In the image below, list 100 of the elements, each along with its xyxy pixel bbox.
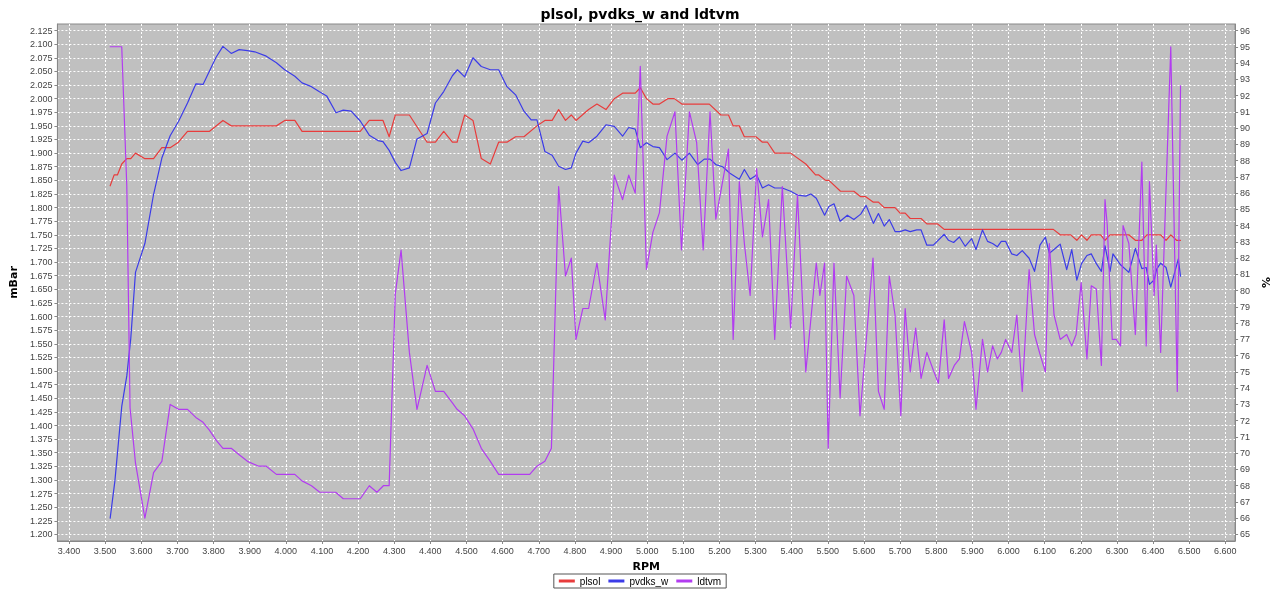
x-tick-label: 5.800 xyxy=(924,545,948,556)
chart-title: plsol, pvdks_w and ldtvm xyxy=(540,6,740,23)
y-tick-label: 1.675 xyxy=(29,270,53,281)
x-tick-label: 3.800 xyxy=(202,545,225,556)
x-tick-label: 4.100 xyxy=(310,545,334,556)
y2-tick-label: 95 xyxy=(1240,41,1251,52)
y2-tick-label: 73 xyxy=(1240,399,1251,410)
y2-tick-label: 90 xyxy=(1240,123,1251,134)
y-tick-label: 2.000 xyxy=(29,93,53,104)
x-tick-label: 5.700 xyxy=(888,545,912,556)
y2-tick-label: 70 xyxy=(1240,448,1251,459)
y-tick-label: 1.450 xyxy=(29,393,53,404)
y-tick-label: 1.600 xyxy=(29,311,53,322)
y-tick-label: 1.900 xyxy=(29,148,53,159)
x-tick-label: 4.000 xyxy=(274,545,298,556)
y-tick-label: 2.050 xyxy=(29,66,53,77)
x-tick-label: 4.500 xyxy=(455,545,478,556)
y2-tick-label: 91 xyxy=(1240,106,1251,117)
line-series xyxy=(109,87,1182,241)
y-tick-label: 1.300 xyxy=(29,474,53,485)
y2-tick-label: 86 xyxy=(1240,188,1251,199)
x-tick-label: 3.600 xyxy=(129,545,153,556)
x-tick-label: 4.200 xyxy=(346,545,370,556)
y-tick-label: 1.925 xyxy=(29,134,53,145)
y-tick-label: 1.400 xyxy=(29,420,53,431)
x-tick-label: 5.000 xyxy=(635,545,659,556)
y-tick-label: 2.075 xyxy=(29,52,53,63)
x-tick-label: 4.400 xyxy=(419,545,442,556)
y-axis-title: mBar xyxy=(7,265,20,299)
y-tick-label: 1.950 xyxy=(29,120,53,131)
y2-tick-label: 81 xyxy=(1240,269,1251,280)
y2-tick-label: 66 xyxy=(1240,513,1251,524)
y2-tick-label: 79 xyxy=(1240,301,1251,312)
y-tick-label: 1.750 xyxy=(29,229,53,240)
y2-tick-label: 94 xyxy=(1240,58,1251,69)
legend-label: pvdks_w xyxy=(629,575,670,587)
y2-tick-label: 89 xyxy=(1240,139,1251,150)
x-tick-label: 6.100 xyxy=(1033,545,1056,556)
y2-tick-label: 76 xyxy=(1240,350,1251,361)
y-tick-label: 2.025 xyxy=(29,80,53,91)
y-tick-label: 1.200 xyxy=(29,529,53,540)
x-tick-label: 5.200 xyxy=(708,545,731,556)
y-tick-label: 2.100 xyxy=(29,39,53,50)
x-tick-label: 5.600 xyxy=(852,545,876,556)
x-tick-label: 5.500 xyxy=(816,545,840,556)
y2-tick-label: 77 xyxy=(1240,334,1251,345)
x-tick-label: 4.700 xyxy=(527,545,551,556)
y-tick-label: 1.825 xyxy=(29,188,53,199)
x-tick-label: 6.500 xyxy=(1177,545,1201,556)
x-tick-label: 6.200 xyxy=(1069,545,1093,556)
x-tick-label: 3.500 xyxy=(93,545,117,556)
y2-tick-label: 74 xyxy=(1240,383,1251,394)
y-tick-label: 1.325 xyxy=(29,461,53,472)
y-tick-label: 1.475 xyxy=(29,379,53,390)
x-tick-label: 4.800 xyxy=(563,545,587,556)
y-tick-label: 1.975 xyxy=(29,107,53,118)
x-tick-label: 4.600 xyxy=(491,545,514,556)
x-tick-label: 3.400 xyxy=(57,545,81,556)
y-tick-label: 1.550 xyxy=(29,338,53,349)
x-tick-label: 6.300 xyxy=(1105,545,1129,556)
y2-tick-label: 68 xyxy=(1240,480,1251,491)
y2-tick-label: 84 xyxy=(1240,220,1251,231)
y-tick-label: 1.275 xyxy=(29,488,53,499)
y-tick-label: 1.625 xyxy=(29,297,53,308)
y2-tick-label: 72 xyxy=(1240,415,1251,426)
y-tick-label: 1.375 xyxy=(29,434,53,445)
y-tick-label: 1.225 xyxy=(29,515,53,526)
y-tick-label: 1.575 xyxy=(29,325,53,336)
x-tick-label: 3.900 xyxy=(238,545,261,556)
y-tick-label: 1.650 xyxy=(29,284,53,295)
x-tick-label: 5.400 xyxy=(780,545,803,556)
x-tick-label: 5.100 xyxy=(672,545,695,556)
x-tick-label: 6.400 xyxy=(1141,545,1165,556)
y2-tick-label: 83 xyxy=(1240,236,1251,247)
x-axis-title: RPM xyxy=(632,560,660,573)
y2-axis-title: % xyxy=(1260,276,1273,289)
y-tick-label: 1.525 xyxy=(29,352,53,363)
y-tick-label: 1.250 xyxy=(29,502,53,513)
legend-label: ldtvm xyxy=(697,575,722,587)
y2-tick-label: 96 xyxy=(1240,25,1251,36)
y2-tick-label: 69 xyxy=(1240,464,1251,475)
y2-tick-label: 75 xyxy=(1240,366,1251,377)
x-tick-label: 5.300 xyxy=(744,545,767,556)
y2-tick-label: 71 xyxy=(1240,431,1251,442)
y-tick-label: 1.700 xyxy=(29,257,53,268)
y2-tick-label: 67 xyxy=(1240,496,1251,507)
legend-label: plsol xyxy=(579,575,601,587)
x-tick-label: 5.900 xyxy=(961,545,984,556)
y2-tick-label: 87 xyxy=(1240,171,1251,182)
y2-tick-label: 65 xyxy=(1240,529,1251,540)
y2-tick-label: 82 xyxy=(1240,253,1251,264)
y-tick-label: 1.850 xyxy=(29,175,53,186)
y-tick-label: 1.800 xyxy=(29,202,53,213)
x-tick-label: 4.900 xyxy=(599,545,623,556)
x-tick-label: 4.300 xyxy=(382,545,406,556)
y2-tick-label: 78 xyxy=(1240,318,1251,329)
y-tick-label: 1.875 xyxy=(29,161,53,172)
y-tick-label: 1.500 xyxy=(29,366,53,377)
y2-tick-label: 80 xyxy=(1240,285,1251,296)
y-tick-label: 1.350 xyxy=(29,447,53,458)
